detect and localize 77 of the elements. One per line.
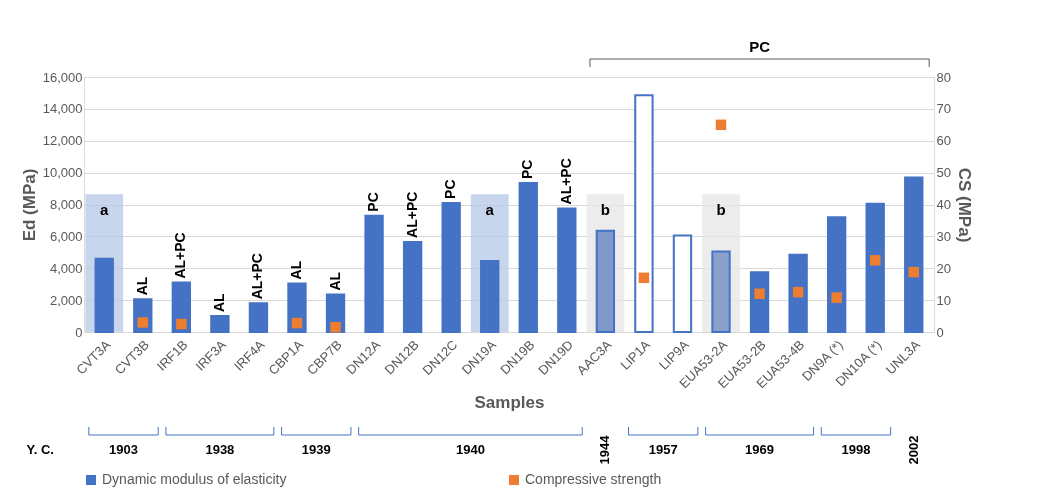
bar [711, 250, 731, 333]
y2-tick-label: 50 [936, 165, 951, 181]
point [715, 119, 727, 131]
text: 1998 [841, 442, 871, 457]
annotation: AL [326, 271, 343, 291]
y-tick-label: 0 [75, 324, 83, 340]
text: 1939 [301, 442, 331, 457]
point [869, 255, 881, 266]
band-label: a [100, 200, 110, 218]
annotation: PC [365, 192, 382, 212]
point [792, 286, 804, 298]
bar [826, 216, 847, 333]
point [831, 292, 842, 303]
y-tick-label: 14,000 [42, 101, 83, 117]
annotation: AL+PC [557, 158, 574, 205]
text: PC [749, 38, 771, 55]
annotation: PC [442, 179, 459, 199]
bar [364, 214, 384, 333]
bar [904, 176, 924, 333]
y2-tick-label: 10 [936, 292, 951, 308]
point [137, 317, 149, 328]
y2-tick-label: 80 [936, 69, 951, 85]
text: 1938 [205, 442, 235, 457]
point [330, 321, 341, 333]
annotation: AL+PC [172, 232, 189, 279]
annotation: AL [210, 292, 227, 313]
text: 1969 [745, 442, 775, 457]
bar [402, 240, 423, 333]
bar [518, 181, 538, 333]
annotation: AL+PC [403, 191, 420, 238]
bar [441, 201, 461, 333]
legend-label: Dynamic modulus of elasticity [102, 471, 287, 487]
legend-label: Compressive strength [525, 471, 662, 487]
band-label: b [716, 200, 726, 218]
bar [788, 253, 808, 333]
y2-tick-label: 30 [936, 228, 951, 244]
bar [210, 315, 230, 333]
text: 2002 [905, 435, 921, 465]
bar [865, 202, 885, 333]
y-tick-label: 12,000 [42, 133, 83, 149]
x-axis-title: Samples [474, 393, 545, 413]
y2-tick-label: 70 [936, 101, 951, 117]
bar [634, 94, 654, 333]
y-tick-label: 16,000 [42, 69, 83, 85]
text: 1940 [455, 442, 485, 457]
y2-tick-label: 60 [936, 133, 951, 149]
bar [94, 257, 114, 333]
y-tick-label: 8,000 [49, 197, 83, 212]
y2-tick-label: 40 [936, 197, 951, 212]
point [908, 266, 920, 278]
point [638, 272, 650, 284]
text: 1957 [648, 442, 678, 457]
point [291, 317, 303, 329]
y-axis-title: Ed (MPa) [19, 168, 39, 242]
y-tick-label: 2,000 [49, 292, 83, 308]
band-label: a [485, 200, 495, 218]
annotation: AL [133, 276, 150, 296]
text: 1903 [109, 442, 138, 457]
bar [557, 207, 577, 333]
y2-tick-label: 20 [936, 260, 951, 276]
text: 1944 [597, 434, 613, 465]
annotation: AL+PC [249, 253, 266, 300]
y-tick-label: 4,000 [49, 260, 83, 276]
y2-tick-label: 0 [936, 324, 944, 340]
y2-axis-title: CS (MPa) [954, 167, 974, 243]
annotation: PC [519, 159, 536, 179]
annotation: AL [287, 260, 304, 280]
point [176, 318, 187, 330]
bar [248, 302, 269, 333]
bar [480, 260, 500, 333]
text: Y. C. [26, 442, 54, 457]
y-tick-label: 10,000 [42, 165, 83, 181]
bar [595, 229, 616, 333]
band-label: b [600, 200, 610, 218]
y-tick-label: 6,000 [49, 228, 83, 244]
bar [672, 234, 693, 333]
point [754, 288, 765, 299]
